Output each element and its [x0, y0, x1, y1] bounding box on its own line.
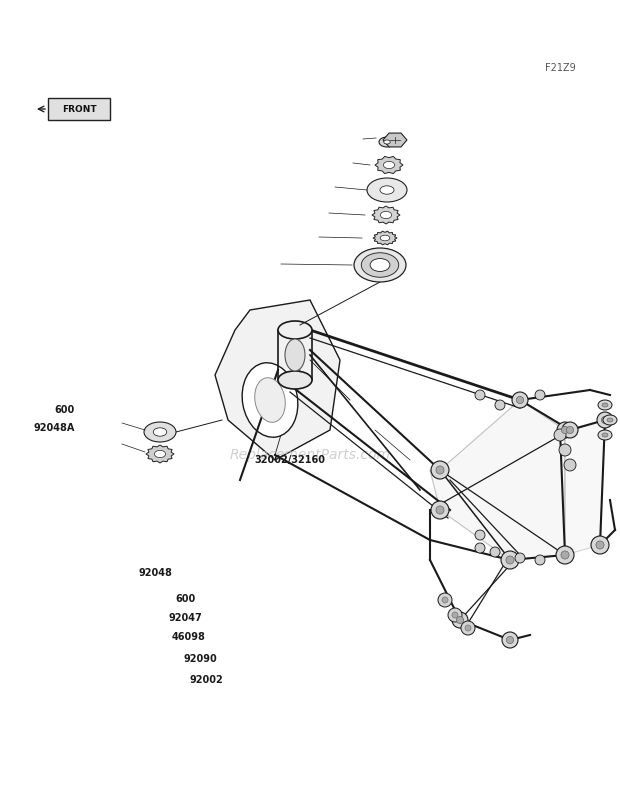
Ellipse shape	[278, 321, 312, 339]
Text: ReplacementParts.com: ReplacementParts.com	[229, 448, 391, 462]
Circle shape	[562, 422, 578, 438]
Ellipse shape	[153, 427, 167, 436]
Ellipse shape	[370, 259, 390, 272]
Ellipse shape	[379, 137, 395, 147]
Polygon shape	[565, 420, 605, 555]
Circle shape	[452, 612, 468, 628]
Circle shape	[559, 444, 571, 456]
Circle shape	[490, 547, 500, 557]
Circle shape	[501, 551, 519, 569]
Ellipse shape	[242, 363, 298, 437]
Text: 92090: 92090	[184, 654, 217, 663]
Circle shape	[556, 546, 574, 564]
Circle shape	[461, 621, 475, 635]
Polygon shape	[215, 300, 340, 460]
Text: 600: 600	[175, 594, 196, 603]
Circle shape	[502, 632, 518, 648]
Ellipse shape	[607, 418, 613, 422]
Circle shape	[557, 422, 573, 438]
Ellipse shape	[255, 378, 285, 423]
Circle shape	[507, 637, 513, 644]
Text: FRONT: FRONT	[61, 105, 96, 114]
Polygon shape	[430, 400, 565, 560]
FancyBboxPatch shape	[48, 98, 110, 120]
Polygon shape	[375, 157, 403, 174]
Ellipse shape	[603, 415, 617, 425]
Circle shape	[442, 597, 448, 603]
Ellipse shape	[602, 433, 608, 437]
Circle shape	[597, 412, 613, 428]
Ellipse shape	[381, 212, 392, 219]
Circle shape	[515, 553, 525, 563]
Ellipse shape	[383, 161, 394, 169]
Circle shape	[475, 390, 485, 400]
Text: 92002: 92002	[190, 675, 223, 684]
Text: 46098: 46098	[172, 633, 206, 642]
Circle shape	[475, 543, 485, 553]
Polygon shape	[146, 445, 174, 463]
Text: 32002/32160: 32002/32160	[254, 455, 326, 465]
Circle shape	[448, 608, 462, 622]
Text: F21Z9: F21Z9	[544, 63, 575, 73]
Ellipse shape	[285, 339, 305, 371]
Circle shape	[452, 612, 458, 618]
Circle shape	[601, 416, 609, 423]
Text: 92048A: 92048A	[33, 423, 74, 433]
Ellipse shape	[602, 403, 608, 407]
Circle shape	[438, 593, 452, 607]
Ellipse shape	[278, 371, 312, 389]
Text: 92048: 92048	[138, 568, 172, 577]
Ellipse shape	[598, 400, 612, 410]
Circle shape	[535, 390, 545, 400]
Polygon shape	[383, 133, 407, 147]
Ellipse shape	[361, 253, 399, 277]
Polygon shape	[372, 206, 400, 224]
Ellipse shape	[354, 248, 406, 282]
Circle shape	[506, 556, 514, 564]
Circle shape	[436, 466, 444, 474]
Circle shape	[516, 397, 524, 404]
Circle shape	[431, 461, 449, 479]
Ellipse shape	[380, 235, 390, 241]
Ellipse shape	[144, 422, 176, 442]
Ellipse shape	[598, 430, 612, 440]
Circle shape	[456, 616, 464, 624]
Ellipse shape	[384, 140, 390, 144]
Circle shape	[567, 427, 574, 434]
Circle shape	[512, 392, 528, 408]
Circle shape	[436, 506, 444, 514]
Polygon shape	[373, 231, 397, 245]
Text: 600: 600	[54, 406, 74, 415]
Text: 92047: 92047	[169, 613, 202, 623]
Ellipse shape	[367, 178, 407, 202]
Circle shape	[596, 541, 604, 549]
Circle shape	[495, 400, 505, 410]
Ellipse shape	[380, 186, 394, 194]
Ellipse shape	[154, 450, 166, 457]
Circle shape	[431, 501, 449, 519]
Circle shape	[554, 429, 566, 441]
Circle shape	[535, 555, 545, 565]
Circle shape	[564, 459, 576, 471]
Circle shape	[561, 427, 569, 434]
Circle shape	[561, 551, 569, 559]
Circle shape	[591, 536, 609, 554]
Circle shape	[465, 625, 471, 631]
Circle shape	[475, 530, 485, 540]
